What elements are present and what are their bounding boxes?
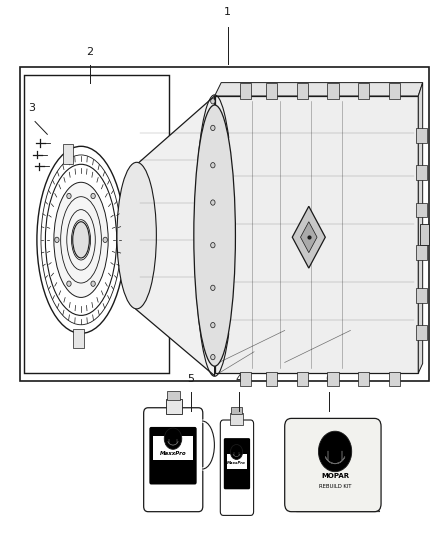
FancyBboxPatch shape <box>220 420 254 515</box>
Bar <box>297 372 308 386</box>
Ellipse shape <box>54 182 108 297</box>
Ellipse shape <box>211 125 215 131</box>
FancyBboxPatch shape <box>224 438 250 489</box>
Bar <box>266 83 277 99</box>
Bar <box>420 224 429 245</box>
Ellipse shape <box>211 354 215 360</box>
Bar <box>227 454 247 469</box>
Bar <box>266 372 277 386</box>
Ellipse shape <box>194 105 236 366</box>
Circle shape <box>230 445 243 459</box>
Text: 3: 3 <box>28 103 35 113</box>
Ellipse shape <box>211 322 215 328</box>
Bar <box>416 128 427 143</box>
Bar <box>167 391 180 400</box>
Bar <box>416 165 427 180</box>
Bar <box>63 144 73 164</box>
Bar <box>416 203 427 217</box>
Ellipse shape <box>55 237 59 243</box>
Ellipse shape <box>211 285 215 290</box>
Bar <box>327 372 339 386</box>
Ellipse shape <box>91 193 95 199</box>
Ellipse shape <box>67 281 71 286</box>
Ellipse shape <box>103 237 107 243</box>
Polygon shape <box>292 206 325 268</box>
Circle shape <box>318 431 352 472</box>
Polygon shape <box>291 504 380 512</box>
Bar <box>389 372 400 386</box>
Text: MaxxPro: MaxxPro <box>160 450 186 456</box>
Text: 4: 4 <box>235 374 242 384</box>
Ellipse shape <box>117 162 156 309</box>
Bar <box>416 245 427 260</box>
Text: 6: 6 <box>325 374 332 384</box>
Polygon shape <box>215 83 423 96</box>
Polygon shape <box>300 222 317 253</box>
Bar <box>153 436 193 460</box>
FancyBboxPatch shape <box>149 427 197 484</box>
Bar <box>416 325 427 340</box>
Bar <box>240 372 251 386</box>
Bar <box>73 329 84 348</box>
Ellipse shape <box>73 222 89 258</box>
Bar <box>24 75 169 373</box>
Polygon shape <box>136 96 215 376</box>
Bar <box>215 96 418 373</box>
Bar <box>297 83 308 99</box>
Bar <box>389 83 400 99</box>
Bar <box>416 288 427 303</box>
Ellipse shape <box>211 243 215 248</box>
Ellipse shape <box>211 99 215 104</box>
Bar <box>166 399 182 414</box>
Text: REBUILD KIT: REBUILD KIT <box>319 484 351 489</box>
Bar <box>358 372 369 386</box>
Polygon shape <box>418 83 423 373</box>
Bar <box>327 83 339 99</box>
Bar <box>230 413 243 425</box>
Ellipse shape <box>91 281 95 286</box>
Ellipse shape <box>211 163 215 168</box>
Bar <box>20 67 429 381</box>
Text: 1: 1 <box>224 7 231 17</box>
Text: MOPAR: MOPAR <box>321 473 349 479</box>
Bar <box>240 83 251 99</box>
FancyBboxPatch shape <box>144 408 203 512</box>
Text: 5: 5 <box>187 374 194 384</box>
Text: MaxxPro: MaxxPro <box>227 461 246 465</box>
FancyBboxPatch shape <box>285 418 381 512</box>
Bar <box>231 407 242 414</box>
Text: 2: 2 <box>86 47 93 57</box>
Ellipse shape <box>67 193 71 199</box>
Circle shape <box>164 428 182 449</box>
Bar <box>358 83 369 99</box>
Ellipse shape <box>211 200 215 205</box>
